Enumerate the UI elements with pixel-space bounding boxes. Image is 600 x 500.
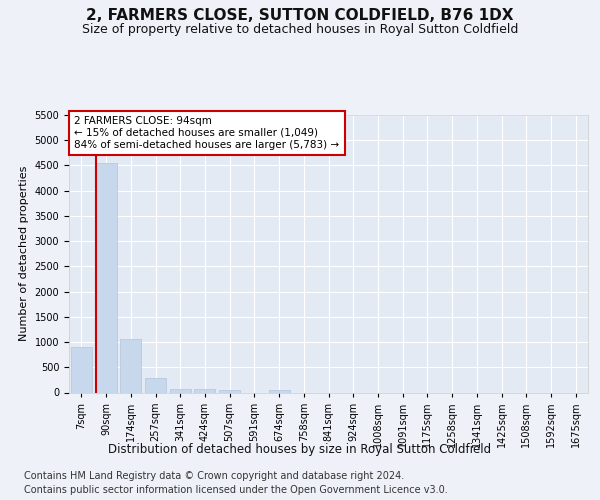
Bar: [194, 389, 215, 392]
Bar: [145, 378, 166, 392]
Bar: [95, 163, 116, 392]
Text: Contains HM Land Registry data © Crown copyright and database right 2024.: Contains HM Land Registry data © Crown c…: [24, 471, 404, 481]
Y-axis label: Number of detached properties: Number of detached properties: [19, 166, 29, 342]
Text: 2 FARMERS CLOSE: 94sqm
← 15% of detached houses are smaller (1,049)
84% of semi-: 2 FARMERS CLOSE: 94sqm ← 15% of detached…: [74, 116, 340, 150]
Text: Size of property relative to detached houses in Royal Sutton Coldfield: Size of property relative to detached ho…: [82, 22, 518, 36]
Bar: [170, 388, 191, 392]
Bar: [71, 347, 92, 393]
Bar: [219, 390, 240, 392]
Bar: [269, 390, 290, 392]
Text: 2, FARMERS CLOSE, SUTTON COLDFIELD, B76 1DX: 2, FARMERS CLOSE, SUTTON COLDFIELD, B76 …: [86, 8, 514, 22]
Text: Distribution of detached houses by size in Royal Sutton Coldfield: Distribution of detached houses by size …: [109, 442, 491, 456]
Text: Contains public sector information licensed under the Open Government Licence v3: Contains public sector information licen…: [24, 485, 448, 495]
Bar: [120, 339, 141, 392]
